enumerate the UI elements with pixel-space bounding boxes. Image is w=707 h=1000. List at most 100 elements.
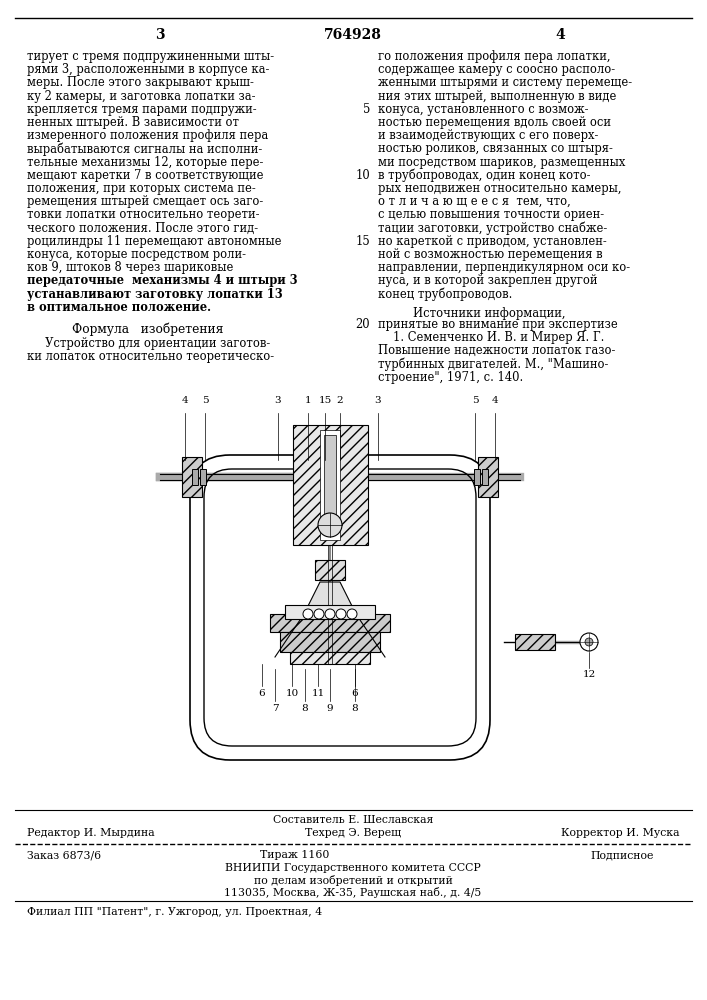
Text: положения, при которых система пе-: положения, при которых система пе-: [27, 182, 256, 195]
Text: Составитель Е. Шеславская: Составитель Е. Шеславская: [273, 815, 433, 825]
Text: конуса, установленного с возмож-: конуса, установленного с возмож-: [378, 103, 588, 116]
Bar: [280, 632, 380, 652]
Bar: [482, 469, 488, 485]
Text: 1. Семенченко И. В. и Мирер Я. Г.: 1. Семенченко И. В. и Мирер Я. Г.: [393, 331, 604, 344]
Text: ной с возможностью перемещения в: ной с возможностью перемещения в: [378, 248, 602, 261]
Text: 764928: 764928: [324, 28, 382, 42]
Text: вырабатываются сигналы на исполни-: вырабатываются сигналы на исполни-: [27, 142, 262, 156]
Bar: [290, 652, 370, 664]
Text: и взаимодействующих с его поверх-: и взаимодействующих с его поверх-: [378, 129, 598, 142]
Text: 12: 12: [583, 670, 595, 679]
Bar: [324, 435, 336, 530]
Text: 3: 3: [156, 28, 165, 42]
Text: устанавливают заготовку лопатки 13: устанавливают заготовку лопатки 13: [27, 288, 283, 301]
Text: в оптимальное положение.: в оптимальное положение.: [27, 301, 211, 314]
Text: в трубопроводах, один конец кото-: в трубопроводах, один конец кото-: [378, 169, 590, 182]
Text: ков 9, штоков 8 через шариковые: ков 9, штоков 8 через шариковые: [27, 261, 233, 274]
Text: о т л и ч а ю щ е е с я  тем, что,: о т л и ч а ю щ е е с я тем, что,: [378, 195, 571, 208]
Text: тирует с тремя подпружиненными шты-: тирует с тремя подпружиненными шты-: [27, 50, 274, 63]
Text: рями 3, расположенными в корпусе ка-: рями 3, расположенными в корпусе ка-: [27, 63, 269, 76]
Circle shape: [585, 638, 593, 646]
Text: 7: 7: [271, 704, 279, 713]
Bar: [478, 457, 498, 497]
Text: 4: 4: [182, 396, 188, 405]
Text: ненных штырей. В зависимости от: ненных штырей. В зависимости от: [27, 116, 239, 129]
Polygon shape: [305, 582, 355, 612]
Text: 6: 6: [351, 689, 358, 698]
Circle shape: [580, 633, 598, 651]
Bar: [515, 634, 555, 650]
Text: направлении, перпендикулярном оси ко-: направлении, перпендикулярном оси ко-: [378, 261, 630, 274]
Text: 2: 2: [337, 396, 344, 405]
Bar: [285, 605, 375, 619]
Bar: [270, 614, 390, 632]
Text: Устройство для ориентации заготов-: Устройство для ориентации заготов-: [27, 337, 270, 350]
Text: 6: 6: [259, 689, 265, 698]
Text: меры. После этого закрывают крыш-: меры. После этого закрывают крыш-: [27, 76, 254, 89]
Text: ремещения штырей смещает ось заго-: ремещения штырей смещает ось заго-: [27, 195, 263, 208]
Text: строение", 1971, с. 140.: строение", 1971, с. 140.: [378, 371, 523, 384]
Circle shape: [325, 609, 335, 619]
Text: женными штырями и систему перемеще-: женными штырями и систему перемеще-: [378, 76, 632, 89]
Circle shape: [318, 513, 342, 537]
Text: принятые во внимание при экспертизе: принятые во внимание при экспертизе: [378, 318, 618, 331]
Text: 1: 1: [305, 396, 311, 405]
Text: 10: 10: [355, 169, 370, 182]
Text: конуса, которые посредством роли-: конуса, которые посредством роли-: [27, 248, 246, 261]
Text: 8: 8: [302, 704, 308, 713]
Text: Заказ 6873/6: Заказ 6873/6: [27, 850, 101, 860]
Text: тельные механизмы 12, которые пере-: тельные механизмы 12, которые пере-: [27, 156, 264, 169]
Text: 4: 4: [555, 28, 565, 42]
Text: 15: 15: [318, 396, 332, 405]
Circle shape: [314, 609, 324, 619]
Text: ки лопаток относительно теоретическо-: ки лопаток относительно теоретическо-: [27, 350, 274, 363]
Text: 8: 8: [351, 704, 358, 713]
Text: передаточные  механизмы 4 и штыри 3: передаточные механизмы 4 и штыри 3: [27, 274, 298, 287]
Text: 5: 5: [472, 396, 479, 405]
Text: тации заготовки, устройство снабже-: тации заготовки, устройство снабже-: [378, 222, 607, 235]
Text: Источники информации,: Источники информации,: [413, 307, 566, 320]
Text: но кареткой с приводом, установлен-: но кареткой с приводом, установлен-: [378, 235, 607, 248]
Text: 3: 3: [375, 396, 381, 405]
Bar: [192, 469, 198, 485]
Text: товки лопатки относительно теорети-: товки лопатки относительно теорети-: [27, 208, 259, 221]
Text: Редактор И. Мырдина: Редактор И. Мырдина: [27, 828, 155, 838]
Text: Тираж 1160: Тираж 1160: [260, 850, 329, 860]
Text: 9: 9: [327, 704, 333, 713]
Text: рых неподвижен относительно камеры,: рых неподвижен относительно камеры,: [378, 182, 621, 195]
Text: ностью роликов, связанных со штыря-: ностью роликов, связанных со штыря-: [378, 142, 613, 155]
Text: 4: 4: [491, 396, 498, 405]
Text: измеренного положения профиля пера: измеренного положения профиля пера: [27, 129, 268, 142]
Text: по делам изобретений и открытий: по делам изобретений и открытий: [254, 875, 452, 886]
Bar: [474, 469, 480, 485]
Text: Корректор И. Муска: Корректор И. Муска: [561, 828, 680, 838]
Circle shape: [303, 609, 313, 619]
Text: крепляется тремя парами подпружи-: крепляется тремя парами подпружи-: [27, 103, 257, 116]
Text: Повышение надежности лопаток газо-: Повышение надежности лопаток газо-: [378, 344, 615, 357]
Text: 11: 11: [311, 689, 325, 698]
Text: роцилиндры 11 перемещают автономные: роцилиндры 11 перемещают автономные: [27, 235, 281, 248]
Text: ческого положения. После этого гид-: ческого положения. После этого гид-: [27, 222, 258, 235]
Circle shape: [336, 609, 346, 619]
Text: 10: 10: [286, 689, 298, 698]
Text: Филиал ПП "Патент", г. Ужгород, ул. Проектная, 4: Филиал ПП "Патент", г. Ужгород, ул. Прое…: [27, 907, 322, 917]
Text: Подписное: Подписное: [590, 850, 653, 860]
Text: турбинных двигателей. М., "Машино-: турбинных двигателей. М., "Машино-: [378, 358, 609, 371]
Text: нуса, и в которой закреплен другой: нуса, и в которой закреплен другой: [378, 274, 597, 287]
Text: 5: 5: [363, 103, 370, 116]
Text: го положения профиля пера лопатки,: го положения профиля пера лопатки,: [378, 50, 611, 63]
Text: содержащее камеру с соосно располо-: содержащее камеру с соосно располо-: [378, 63, 615, 76]
Text: ку 2 камеры, и заготовка лопатки за-: ку 2 камеры, и заготовка лопатки за-: [27, 90, 255, 103]
Bar: [200, 469, 206, 485]
Text: 20: 20: [356, 318, 370, 331]
Text: 5: 5: [201, 396, 209, 405]
Text: Техред Э. Верещ: Техред Э. Верещ: [305, 828, 401, 838]
Text: Формула   изобретения: Формула изобретения: [72, 322, 223, 336]
Text: конец трубопроводов.: конец трубопроводов.: [378, 288, 513, 301]
Bar: [315, 560, 345, 580]
Text: 3: 3: [275, 396, 281, 405]
Bar: [293, 425, 368, 545]
Text: 15: 15: [355, 235, 370, 248]
Bar: [320, 430, 340, 540]
Text: мещают каретки 7 в соответствующие: мещают каретки 7 в соответствующие: [27, 169, 264, 182]
